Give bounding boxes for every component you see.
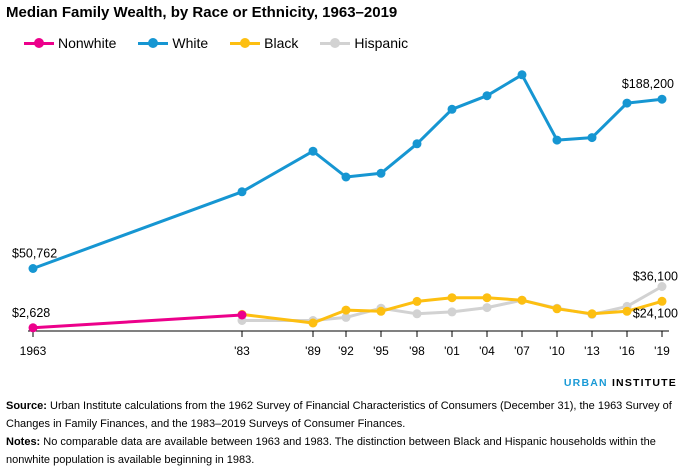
data-point-hispanic-1992	[341, 312, 351, 322]
data-label-0: $50,762	[12, 246, 57, 260]
notes-text: No comparable data are available between…	[6, 436, 656, 466]
series-line-white	[32, 73, 663, 270]
x-tick-label-1983: '83	[234, 344, 250, 358]
data-label-1: $2,628	[12, 306, 50, 320]
data-point-white-1963	[28, 264, 38, 273]
legend-label-white: White	[172, 35, 209, 51]
chart-title: Median Family Wealth, by Race or Ethnici…	[6, 4, 398, 21]
series-line-black	[241, 296, 663, 325]
data-label-4: $24,100	[633, 306, 678, 320]
data-point-white-2004	[482, 91, 492, 101]
data-point-hispanic-1998	[412, 309, 422, 319]
legend-item-nonwhite: Nonwhite	[24, 35, 116, 51]
x-tick-label-1998: '98	[409, 344, 425, 358]
x-tick-label-1992: '92	[338, 344, 354, 358]
legend-label-hispanic: Hispanic	[354, 35, 409, 51]
notes: Notes: No comparable data are available …	[6, 433, 678, 469]
source-label: Source:	[6, 400, 47, 412]
data-point-white-2013	[587, 133, 597, 143]
x-tick-label-2001: '01	[444, 344, 460, 358]
source-text: Urban Institute calculations from the 19…	[6, 400, 672, 430]
legend-item-black: Black	[230, 35, 298, 51]
x-tick-label-2019: '19	[654, 344, 670, 358]
data-point-black-2019	[657, 296, 667, 306]
x-tick-label-2016: '16	[619, 344, 635, 358]
data-point-black-1995	[376, 306, 386, 316]
legend-swatch-hispanic	[320, 37, 351, 49]
data-point-black-2010	[552, 304, 562, 314]
x-tick-label-2004: '04	[479, 344, 495, 358]
legend-label-black: Black	[264, 35, 299, 51]
legend-swatch-black	[230, 37, 261, 49]
data-point-black-1998	[412, 296, 422, 306]
data-point-white-1989	[308, 146, 318, 156]
data-point-white-1992	[341, 172, 351, 182]
data-point-black-2007	[517, 295, 527, 305]
x-tick-label-2007: '07	[514, 344, 530, 358]
x-tick-label-2010: '10	[549, 344, 565, 358]
data-label-3: $36,100	[633, 270, 678, 284]
data-point-white-1998	[412, 139, 422, 149]
notes-label: Notes:	[6, 436, 41, 448]
x-tick-label-1989: '89	[305, 344, 321, 358]
chart-legend: Nonwhite White Black Hispanic	[24, 35, 430, 51]
data-point-white-2007	[517, 70, 527, 80]
x-tick-label-1963: 1963	[20, 344, 47, 358]
data-point-black-2004	[482, 293, 492, 303]
data-point-black-2016	[622, 306, 632, 316]
data-point-nonwhite-1963	[28, 323, 38, 333]
data-point-black-1989	[308, 318, 318, 328]
data-point-nonwhite-1983	[237, 310, 247, 320]
data-point-white-2016	[622, 98, 632, 108]
legend-swatch-nonwhite	[24, 37, 54, 49]
data-point-hispanic-2001	[447, 307, 457, 317]
source-note: Source: Urban Institute calculations fro…	[6, 397, 678, 433]
data-point-hispanic-2019	[657, 282, 667, 291]
legend-swatch-white	[138, 37, 169, 49]
data-point-white-2019	[657, 94, 667, 104]
line-chart: 1963 '83 '89 '92 '95 '98 '01 '04 '07 '10 '13 '16 '19…	[12, 70, 678, 358]
data-point-white-2001	[447, 104, 457, 114]
data-point-white-1995	[376, 168, 386, 178]
data-label-2: $188,200	[622, 77, 674, 91]
data-point-black-2001	[447, 293, 457, 303]
legend-item-white: White	[138, 35, 208, 51]
data-point-white-1983	[237, 187, 247, 197]
x-tick-label-1995: '95	[373, 344, 389, 358]
legend-label-nonwhite: Nonwhite	[58, 35, 117, 51]
data-point-white-2010	[552, 135, 562, 145]
x-tick-label-2013: '13	[584, 344, 600, 358]
legend-item-hispanic: Hispanic	[320, 35, 408, 51]
urban-institute-logo: URBAN INSTITUTE	[563, 377, 677, 389]
data-point-black-2013	[587, 309, 597, 319]
data-point-black-1992	[341, 305, 351, 315]
data-point-hispanic-2004	[482, 303, 492, 313]
series-line-nonwhite	[32, 313, 243, 330]
